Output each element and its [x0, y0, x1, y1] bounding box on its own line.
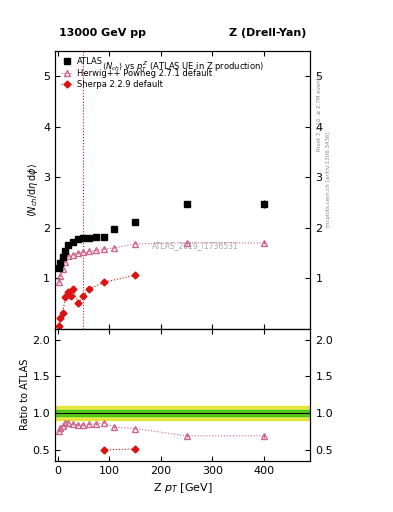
Text: Z (Drell-Yan): Z (Drell-Yan) — [229, 28, 307, 38]
X-axis label: Z $p_T$ [GeV]: Z $p_T$ [GeV] — [153, 481, 213, 495]
Text: 13000 GeV pp: 13000 GeV pp — [59, 28, 146, 38]
Text: ATLAS_2019_I1736531: ATLAS_2019_I1736531 — [152, 241, 239, 250]
Y-axis label: $\langle N_{ch}/\mathrm{d}\eta\,\mathrm{d}\phi\rangle$: $\langle N_{ch}/\mathrm{d}\eta\,\mathrm{… — [26, 163, 40, 217]
Bar — [55, 410, 310, 416]
Legend: ATLAS, Herwig++ Powheg 2.7.1 default, Sherpa 2.2.9 default: ATLAS, Herwig++ Powheg 2.7.1 default, Sh… — [59, 55, 213, 91]
Text: $\langle N_{ch}\rangle$ vs $p_T^Z$ (ATLAS UE in Z production): $\langle N_{ch}\rangle$ vs $p_T^Z$ (ATLA… — [102, 59, 264, 74]
Bar — [55, 407, 310, 420]
Text: Rivet 3.1.10, ≥ 2.7M events: Rivet 3.1.10, ≥ 2.7M events — [316, 74, 321, 151]
Y-axis label: Ratio to ATLAS: Ratio to ATLAS — [20, 359, 29, 431]
Text: mcplots.cern.ch [arXiv:1306.3436]: mcplots.cern.ch [arXiv:1306.3436] — [326, 132, 331, 227]
